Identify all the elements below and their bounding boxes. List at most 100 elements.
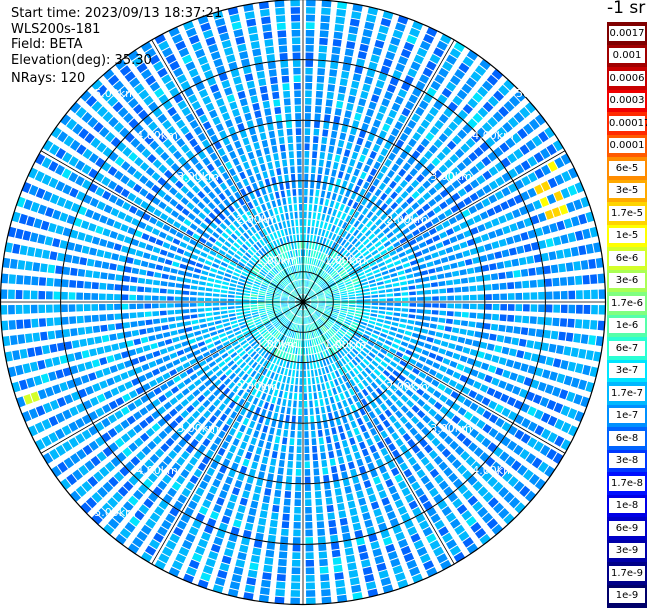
range-gate-cell	[122, 294, 129, 300]
range-gate-cell	[346, 142, 353, 150]
range-gate-cell	[304, 212, 307, 219]
range-gate-cell	[40, 332, 48, 341]
range-gate-cell	[224, 47, 234, 56]
range-gate-cell	[238, 318, 245, 322]
range-gate-cell	[273, 299, 280, 300]
range-gate-cell	[197, 395, 205, 403]
range-gate-cell	[278, 421, 283, 428]
range-gate-cell	[275, 405, 280, 412]
range-gate-cell	[124, 215, 133, 223]
range-gate-cell	[331, 131, 337, 138]
range-gate-cell	[192, 400, 200, 408]
range-gate-cell	[353, 169, 360, 177]
range-gate-cell	[588, 335, 596, 345]
range-gate-cell	[165, 206, 173, 214]
range-gate-cell	[423, 404, 431, 412]
range-gate-cell	[323, 176, 328, 183]
range-gate-cell	[315, 106, 322, 113]
range-gate-cell	[272, 92, 279, 99]
range-gate-cell	[279, 183, 284, 190]
range-gate-cell	[203, 390, 211, 398]
range-gate-cell	[339, 132, 346, 140]
colorbar-tick-label: 0.0006	[609, 71, 645, 86]
range-gate-cell	[227, 94, 236, 102]
colorbar-tick-label: 1e-5	[609, 228, 645, 243]
range-gate-cell	[45, 207, 54, 217]
range-gate-cell	[331, 542, 340, 550]
range-gate-cell	[379, 183, 386, 191]
range-gate-cell	[269, 131, 275, 138]
range-gate-cell	[353, 211, 359, 218]
range-gate-cell	[198, 257, 205, 263]
range-gate-cell	[222, 555, 232, 564]
range-gate-cell	[578, 349, 586, 359]
range-gate-cell	[286, 361, 290, 368]
range-gate-cell	[251, 41, 260, 49]
range-gate-cell	[161, 318, 168, 323]
range-gate-cell	[213, 307, 220, 310]
range-gate-cell	[264, 449, 270, 457]
range-gate-cell	[92, 236, 100, 244]
range-gate-cell	[333, 481, 340, 489]
range-gate-cell	[332, 47, 341, 55]
range-gate-cell	[354, 452, 361, 460]
range-gate-cell	[256, 447, 263, 455]
range-gate-cell	[305, 461, 310, 468]
range-gate-cell	[46, 278, 53, 286]
range-gate-cell	[275, 192, 280, 199]
range-gate-cell	[189, 338, 196, 344]
range-gate-cell	[136, 347, 144, 354]
range-gate-cell	[387, 336, 394, 341]
range-gate-cell	[307, 370, 310, 377]
range-gate-cell	[552, 207, 561, 217]
range-gate-cell	[270, 372, 275, 379]
range-gate-cell	[301, 265, 302, 272]
range-gate-cell	[398, 427, 406, 435]
range-gate-cell	[543, 330, 551, 339]
range-gate-cell	[183, 309, 190, 313]
range-gate-cell	[107, 284, 114, 291]
range-gate-cell	[76, 304, 83, 311]
range-gate-cell	[308, 250, 310, 257]
range-gate-cell	[244, 290, 251, 293]
range-gate-cell	[236, 289, 243, 292]
range-gate-cell	[228, 265, 235, 270]
range-gate-cell	[298, 250, 300, 257]
range-gate-cell	[248, 26, 258, 34]
range-gate-cell	[379, 25, 389, 34]
range-gate-cell	[541, 343, 549, 352]
range-gate-cell	[344, 110, 351, 118]
range-gate-cell	[346, 224, 352, 231]
range-gate-cell	[599, 289, 606, 299]
range-gate-cell	[395, 157, 403, 165]
range-gate-cell	[271, 396, 276, 403]
range-gate-cell	[332, 193, 337, 200]
range-gate-cell	[531, 292, 538, 299]
range-gate-cell	[251, 305, 258, 307]
range-gate-cell	[349, 26, 359, 34]
range-gate-cell	[395, 438, 403, 446]
range-gate-cell	[281, 214, 285, 221]
range-gate-cell	[257, 71, 265, 79]
range-gate-cell	[199, 114, 208, 123]
range-gate-cell	[183, 284, 190, 289]
range-gate-cell	[314, 197, 318, 204]
range-gate-cell	[23, 363, 31, 373]
range-gate-cell	[341, 306, 348, 308]
range-gate-cell	[122, 285, 129, 291]
range-gate-cell	[411, 416, 419, 424]
range-gate-cell	[292, 370, 295, 377]
range-gate-cell	[463, 250, 471, 257]
range-gate-cell	[438, 348, 446, 355]
range-gate-cell	[113, 375, 121, 383]
range-gate-cell	[235, 512, 244, 520]
range-gate-cell	[482, 332, 490, 339]
range-gate-cell	[376, 258, 383, 264]
range-gate-cell	[214, 437, 222, 445]
range-gate-cell	[407, 320, 414, 325]
range-gate-cell	[566, 262, 574, 271]
range-gate-cell	[269, 527, 277, 534]
range-gate-cell	[240, 98, 248, 106]
range-gate-cell	[92, 282, 99, 289]
range-gate-cell	[319, 160, 324, 167]
